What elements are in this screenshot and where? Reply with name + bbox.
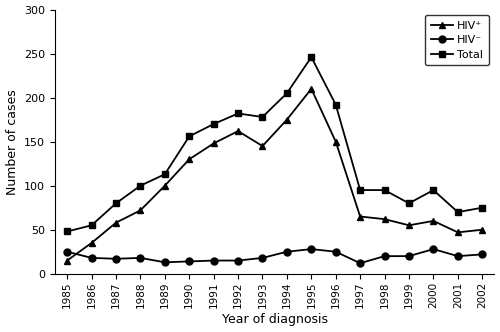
Total — [332, 103, 338, 107]
HIV⁻ — [162, 260, 168, 264]
HIV⁺ — [332, 140, 338, 144]
HIV⁺ — [357, 214, 363, 218]
Total — [235, 112, 241, 116]
HIV⁺ — [260, 144, 266, 148]
Total — [382, 188, 388, 192]
Line: HIV⁺: HIV⁺ — [64, 85, 486, 264]
HIV⁺ — [406, 223, 412, 227]
HIV⁺ — [138, 208, 143, 212]
HIV⁻ — [406, 254, 412, 258]
HIV⁻ — [382, 254, 388, 258]
HIV⁺ — [113, 221, 119, 225]
Total — [210, 122, 216, 126]
X-axis label: Year of diagnosis: Year of diagnosis — [222, 313, 328, 326]
HIV⁺ — [430, 219, 436, 223]
HIV⁻ — [138, 256, 143, 260]
Legend: HIV⁺, HIV⁻, Total: HIV⁺, HIV⁻, Total — [425, 15, 489, 65]
HIV⁺ — [284, 118, 290, 122]
HIV⁻ — [64, 250, 70, 254]
HIV⁺ — [88, 241, 94, 245]
HIV⁺ — [479, 228, 485, 232]
Total — [64, 229, 70, 233]
Total — [113, 201, 119, 205]
Total — [88, 223, 94, 227]
HIV⁻ — [186, 259, 192, 263]
HIV⁻ — [455, 254, 461, 258]
HIV⁺ — [308, 87, 314, 91]
Line: Total: Total — [64, 54, 486, 235]
HIV⁺ — [162, 184, 168, 188]
HIV⁻ — [332, 250, 338, 254]
HIV⁻ — [308, 247, 314, 251]
HIV⁺ — [64, 259, 70, 263]
Total — [162, 172, 168, 176]
HIV⁺ — [382, 217, 388, 221]
HIV⁻ — [430, 247, 436, 251]
HIV⁻ — [260, 256, 266, 260]
HIV⁻ — [113, 257, 119, 261]
Total — [357, 188, 363, 192]
HIV⁻ — [210, 259, 216, 263]
Total — [138, 184, 143, 188]
Total — [186, 134, 192, 138]
HIV⁻ — [357, 261, 363, 265]
Total — [308, 55, 314, 59]
HIV⁺ — [186, 157, 192, 161]
HIV⁺ — [210, 141, 216, 145]
Total — [479, 206, 485, 210]
Total — [430, 188, 436, 192]
HIV⁺ — [455, 230, 461, 234]
HIV⁻ — [284, 250, 290, 254]
HIV⁻ — [479, 252, 485, 256]
Line: HIV⁻: HIV⁻ — [64, 246, 486, 267]
Total — [406, 201, 412, 205]
Total — [455, 210, 461, 214]
Total — [284, 91, 290, 95]
HIV⁻ — [88, 256, 94, 260]
Y-axis label: Number of cases: Number of cases — [6, 89, 18, 195]
HIV⁻ — [235, 259, 241, 263]
Total — [260, 115, 266, 119]
HIV⁺ — [235, 129, 241, 133]
